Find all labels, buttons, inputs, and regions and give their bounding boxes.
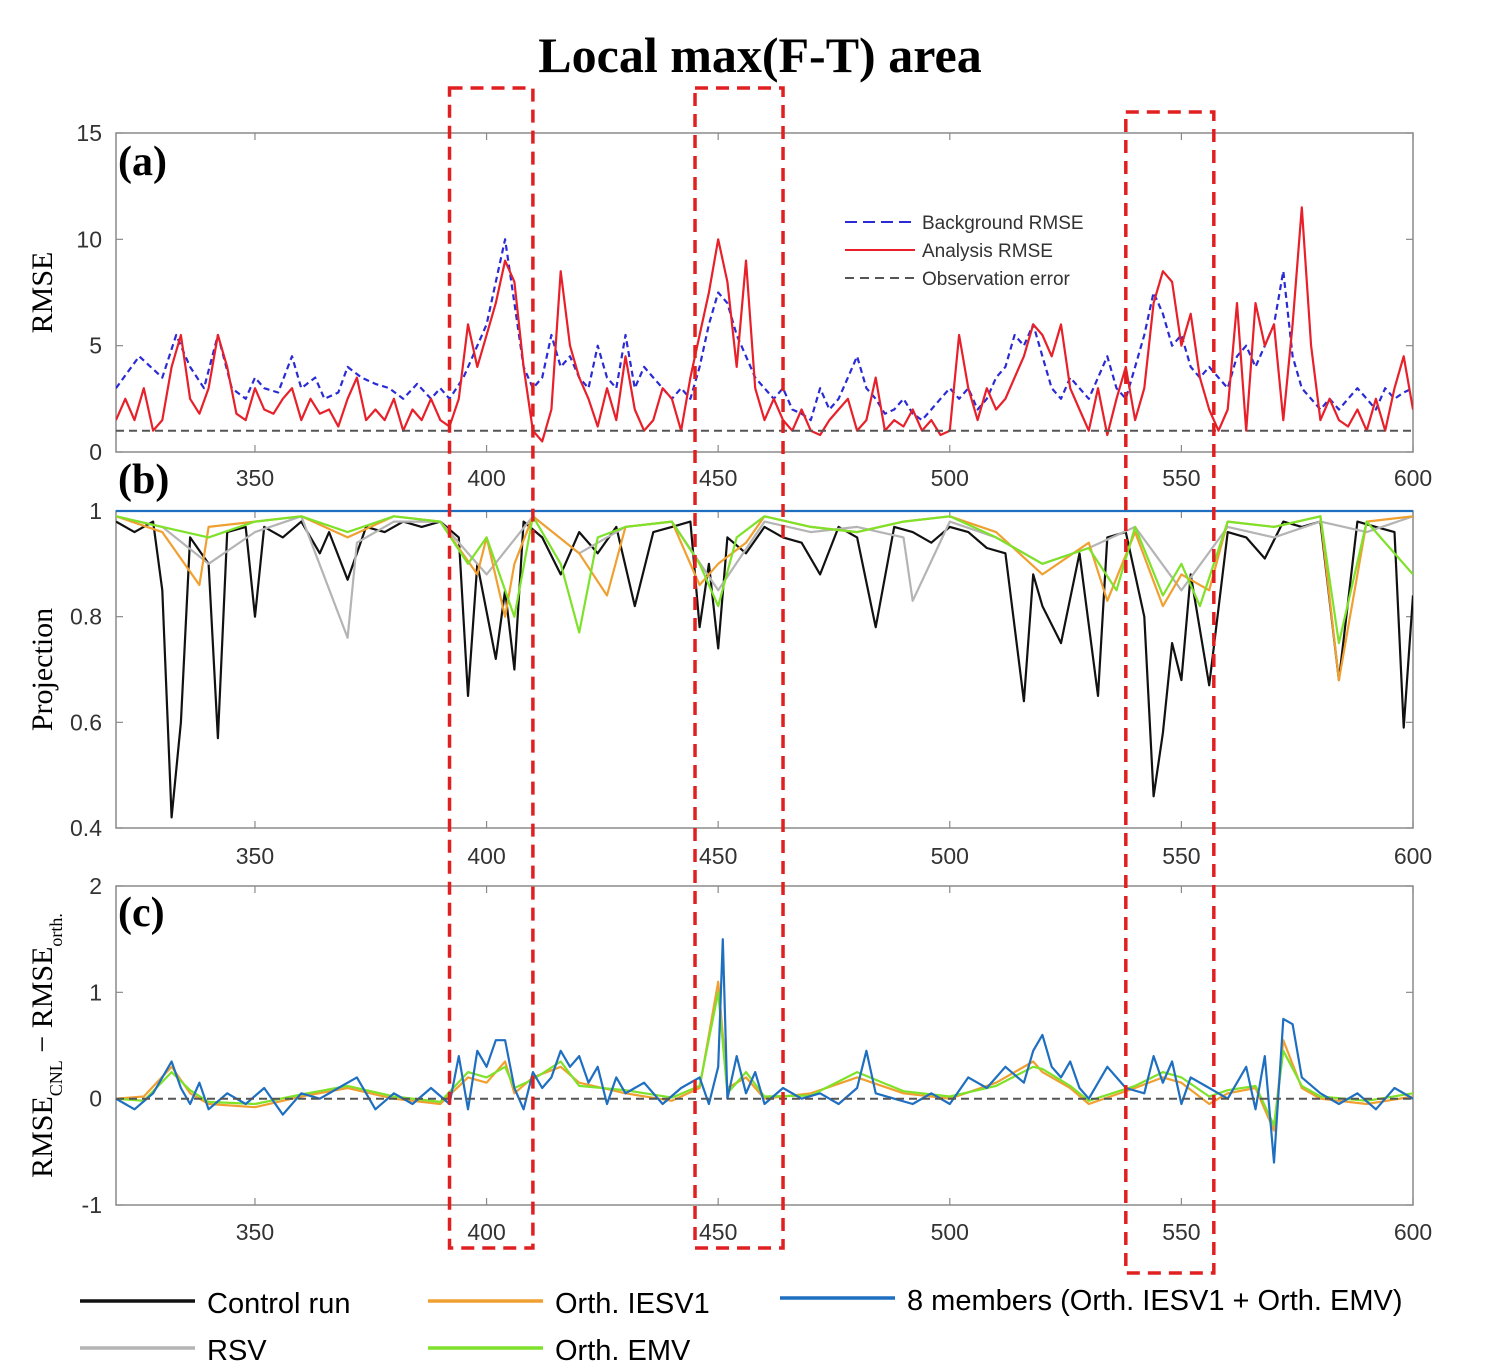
y-tick-label: 15 (76, 120, 102, 146)
x-tick-label: 500 (931, 1219, 969, 1245)
panel-3: 350 400 450 500 550 600 -1 0 1 2 RMSECNL − RMSEort… (26, 873, 1432, 1245)
y-axis-label: RMSE (26, 252, 59, 334)
highlight-boxes (447, 86, 1216, 1275)
y-tick-label: 0 (89, 1086, 102, 1112)
legend-label: RSV (207, 1335, 267, 1367)
series-group (116, 938, 1413, 1164)
x-tick-label: 600 (1394, 465, 1432, 491)
y-tick-label: 0.4 (70, 815, 102, 841)
y-tick-label: 0.6 (70, 709, 102, 735)
highlight-box (447, 86, 535, 1250)
panel-1: 350 400 450 500 550 600 0 5 10 15 RMSE (a) Backgroun… (26, 120, 1432, 491)
x-tick-label: 400 (467, 843, 505, 869)
x-tick-label: 500 (931, 843, 969, 869)
legend-label: Orth. EMV (555, 1335, 691, 1367)
y-axis-label-part: − RMSE (26, 947, 59, 1061)
x-tick-label: 550 (1162, 465, 1200, 491)
y-tick-label: 1 (89, 498, 102, 524)
series-group (116, 509, 1413, 819)
y-tick-label: 0 (89, 439, 102, 465)
legend-label: 8 members (Orth. IESV1 + Orth. EMV) (907, 1285, 1403, 1317)
legend-label: Background RMSE (922, 213, 1084, 234)
x-tick-label: 600 (1394, 1219, 1432, 1245)
figure-title: Local max(F-T) area (538, 27, 981, 83)
highlight-box (1124, 110, 1216, 1275)
highlight-box (693, 86, 785, 1250)
y-axis-label-part: RMSE (26, 1096, 59, 1178)
y-tick-label: 10 (76, 226, 102, 252)
legend-label: Analysis RMSE (922, 241, 1053, 262)
x-tick-label: 550 (1162, 1219, 1200, 1245)
panel-a-legend: Background RMSE Analysis RMSE Observation … (845, 213, 1084, 290)
y-tick-label: 1 (89, 979, 102, 1005)
series-line-rsv (116, 515, 1413, 639)
bottom-legend: Control run RSV Orth. IESV1 Orth. EMV 8 memb… (80, 1285, 1403, 1367)
x-tick-label: 550 (1162, 843, 1200, 869)
y-axis-label: RMSECNL − RMSEorth. (26, 913, 66, 1178)
legend-label: Observation error (922, 269, 1071, 290)
panel-letter: (c) (118, 890, 165, 936)
series-line-control-run (116, 520, 1413, 819)
x-tick-label: 350 (236, 1219, 274, 1245)
series-line-orth-iesv1 (116, 980, 1413, 1132)
panel-letter: (b) (118, 457, 169, 503)
plot-frame (115, 132, 1414, 453)
series-line-background-rmse (116, 238, 1413, 422)
x-tick-label: 350 (236, 465, 274, 491)
series-line-orth-emv (116, 515, 1413, 645)
y-axis-label: Projection (26, 608, 59, 731)
x-tick-label: 450 (699, 1219, 737, 1245)
y-tick-label: -1 (82, 1192, 102, 1218)
series-group (116, 206, 1413, 443)
y-tick-label: 0.8 (70, 604, 102, 630)
series-line-orth-emv (116, 991, 1413, 1127)
panel-letter: (a) (118, 139, 167, 185)
x-tick-label: 350 (236, 843, 274, 869)
x-tick-label: 450 (699, 465, 737, 491)
series-line-8-members-orth-iesv1-orth-emv (116, 938, 1413, 1164)
chart-panels: 350 400 450 500 550 600051015RMSE(a)Backgroun… (26, 120, 1432, 1245)
x-tick-label: 400 (467, 465, 505, 491)
legend-label: Control run (207, 1288, 350, 1320)
y-axis-label-part: CNL (46, 1060, 66, 1096)
y-axis-label-part: orth. (46, 913, 66, 947)
legend-label: Orth. IESV1 (555, 1288, 710, 1320)
x-tick-label: 600 (1394, 843, 1432, 869)
y-tick-label: 2 (89, 873, 102, 899)
series-line-analysis-rmse (116, 206, 1413, 443)
x-tick-label: 500 (931, 465, 969, 491)
x-tick-label: 400 (467, 1219, 505, 1245)
panel-2: 350 400 450 500 550 600 0.4 0.6 0.8 1 Projection (b… (26, 457, 1432, 869)
y-tick-label: 5 (89, 333, 102, 359)
x-tick-label: 450 (699, 843, 737, 869)
plot-frame (115, 885, 1414, 1206)
